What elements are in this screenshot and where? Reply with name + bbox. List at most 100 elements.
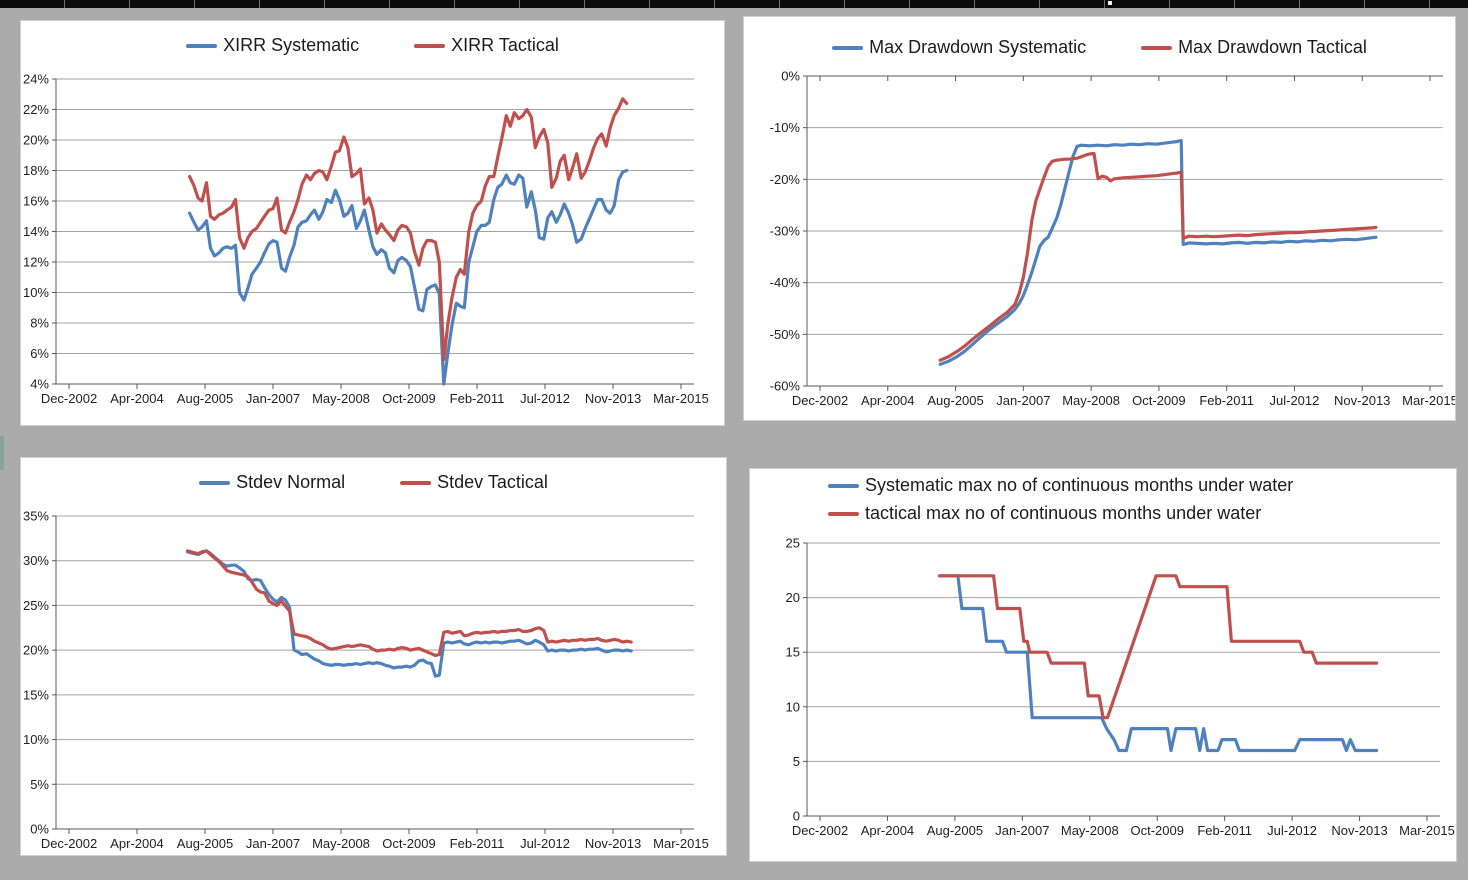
legend-label: Max Drawdown Tactical bbox=[1178, 37, 1367, 57]
legend-underwater: Systematic max no of continuous months u… bbox=[750, 475, 1456, 524]
y-tick-label: 12% bbox=[23, 255, 49, 270]
x-tick-label: Oct-2009 bbox=[382, 836, 435, 851]
x-tick-label: Dec-2002 bbox=[41, 391, 97, 406]
y-tick-label: 25% bbox=[23, 598, 49, 613]
x-tick-label: Feb-2011 bbox=[450, 836, 505, 851]
legend-label: Stdev Normal bbox=[236, 472, 346, 492]
legend-stdev: Stdev Normal Stdev Tactical bbox=[21, 472, 726, 493]
x-tick-label: Nov-2013 bbox=[1331, 823, 1387, 838]
y-tick-label: 5 bbox=[793, 754, 800, 769]
legend-item-underwater-tactical: tactical max no of continuous months und… bbox=[828, 503, 1261, 524]
legend-label: XIRR Systematic bbox=[223, 35, 360, 55]
x-tick-label: Apr-2004 bbox=[861, 393, 914, 408]
legend-line-swatch-blue bbox=[828, 483, 859, 488]
y-tick-label: -30% bbox=[770, 224, 801, 239]
x-tick-label: Jan-2007 bbox=[246, 836, 300, 851]
x-tick-label: Jul-2012 bbox=[1267, 823, 1317, 838]
series-line-systematic-max-no-of-continuous-months-under-water bbox=[938, 574, 1379, 753]
x-tick-label: Oct-2009 bbox=[382, 391, 435, 406]
x-tick-label: May-2008 bbox=[1062, 393, 1120, 408]
y-tick-label: 0 bbox=[793, 809, 800, 824]
y-tick-label: 25 bbox=[786, 536, 800, 551]
x-tick-label: Mar-2015 bbox=[653, 836, 709, 851]
y-tick-label: 4% bbox=[30, 377, 49, 392]
y-tick-label: 20% bbox=[23, 133, 49, 148]
x-tick-label: Jan-2007 bbox=[995, 823, 1049, 838]
y-tick-label: 0% bbox=[30, 822, 49, 837]
x-tick-label: Nov-2013 bbox=[585, 391, 641, 406]
x-tick-label: Mar-2015 bbox=[653, 391, 709, 406]
y-tick-label: -50% bbox=[770, 327, 801, 342]
legend-item-stdev-normal: Stdev Normal bbox=[199, 472, 345, 493]
legend-xirr: XIRR Systematic XIRR Tactical bbox=[21, 35, 724, 56]
series-line-tactical-max-no-of-continuous-months-under-water bbox=[938, 574, 1379, 720]
chart-panel-drawdown[interactable]: Max Drawdown Systematic Max Drawdown Tac… bbox=[743, 16, 1456, 421]
x-tick-label: Aug-2005 bbox=[177, 391, 233, 406]
window-top-strip bbox=[0, 0, 1468, 8]
legend-line-swatch-blue bbox=[199, 480, 231, 485]
x-tick-label: May-2008 bbox=[312, 391, 370, 406]
legend-line-swatch-red bbox=[828, 511, 859, 516]
series-line-max-drawdown-tactical bbox=[938, 151, 1378, 362]
x-tick-label: Aug-2005 bbox=[927, 823, 983, 838]
legend-label: XIRR Tactical bbox=[451, 35, 559, 55]
legend-line-swatch-red bbox=[1141, 45, 1173, 50]
y-tick-label: 35% bbox=[23, 509, 49, 524]
x-tick-label: Feb-2011 bbox=[1197, 823, 1252, 838]
x-tick-label: Jul-2012 bbox=[520, 391, 570, 406]
legend-item-drawdown-systematic: Max Drawdown Systematic bbox=[832, 37, 1086, 58]
x-tick-label: May-2008 bbox=[312, 836, 370, 851]
legend-label: Systematic max no of continuous months u… bbox=[865, 475, 1294, 495]
legend-line-swatch-red bbox=[414, 43, 446, 48]
y-tick-label: 15 bbox=[786, 645, 800, 660]
chart-panel-underwater[interactable]: Systematic max no of continuous months u… bbox=[749, 468, 1457, 862]
cursor-dot bbox=[1108, 1, 1112, 5]
y-tick-label: 5% bbox=[30, 777, 49, 792]
legend-item-underwater-systematic: Systematic max no of continuous months u… bbox=[828, 475, 1293, 496]
x-tick-label: Apr-2004 bbox=[110, 391, 163, 406]
y-tick-label: 15% bbox=[23, 687, 49, 702]
x-tick-label: Jan-2007 bbox=[246, 391, 300, 406]
y-tick-label: 30% bbox=[23, 553, 49, 568]
x-tick-label: May-2008 bbox=[1061, 823, 1119, 838]
y-tick-label: 10% bbox=[23, 732, 49, 747]
x-tick-label: Apr-2004 bbox=[110, 836, 163, 851]
series-line-stdev-tactical bbox=[186, 549, 633, 658]
x-tick-label: Dec-2002 bbox=[792, 823, 848, 838]
chart-svg-drawdown: 0% -10% -20% -30% -40% -50% -60%Dec-2002 Apr-20… bbox=[770, 69, 1455, 409]
x-tick-label: Dec-2002 bbox=[792, 393, 848, 408]
x-tick-label: Aug-2005 bbox=[177, 836, 233, 851]
y-tick-label: -20% bbox=[770, 172, 801, 187]
y-tick-label: 10 bbox=[786, 699, 800, 714]
legend-drawdown: Max Drawdown Systematic Max Drawdown Tac… bbox=[744, 37, 1455, 58]
y-tick-label: -40% bbox=[770, 275, 801, 290]
legend-label: Stdev Tactical bbox=[437, 472, 548, 492]
chart-panel-xirr[interactable]: XIRR Systematic XIRR Tactical 24% 22% 20% 1… bbox=[20, 20, 725, 426]
legend-item-xirr-tactical: XIRR Tactical bbox=[414, 35, 559, 56]
series-line-xirr-tactical bbox=[188, 97, 629, 362]
x-tick-label: Nov-2013 bbox=[585, 836, 641, 851]
y-tick-label: 16% bbox=[23, 194, 49, 209]
series-line-stdev-normal bbox=[186, 549, 633, 678]
x-tick-label: Feb-2011 bbox=[450, 391, 505, 406]
legend-label: tactical max no of continuous months und… bbox=[865, 503, 1262, 523]
y-tick-label: 0% bbox=[781, 69, 800, 84]
y-tick-label: 22% bbox=[23, 102, 49, 117]
x-tick-label: Oct-2009 bbox=[1132, 393, 1185, 408]
legend-label: Max Drawdown Systematic bbox=[869, 37, 1087, 57]
y-tick-label: 8% bbox=[30, 316, 49, 331]
y-tick-label: -10% bbox=[770, 120, 801, 135]
legend-item-stdev-tactical: Stdev Tactical bbox=[400, 472, 548, 493]
chart-panel-stdev[interactable]: Stdev Normal Stdev Tactical 35% 30% 25% 20%… bbox=[20, 457, 727, 856]
chart-svg-stdev: 35% 30% 25% 20% 15% 10% 5% 0%Dec-2002 Apr-2004 Au… bbox=[23, 509, 709, 852]
screen-artifact bbox=[0, 436, 4, 470]
legend-line-swatch-red bbox=[400, 480, 432, 485]
y-tick-label: 10% bbox=[23, 285, 49, 300]
series-line-xirr-systematic bbox=[188, 168, 629, 386]
x-tick-label: Nov-2013 bbox=[1334, 393, 1390, 408]
x-tick-label: Dec-2002 bbox=[41, 836, 97, 851]
y-tick-label: 24% bbox=[23, 72, 49, 87]
legend-line-swatch-blue bbox=[832, 45, 864, 50]
x-tick-label: Jan-2007 bbox=[996, 393, 1050, 408]
